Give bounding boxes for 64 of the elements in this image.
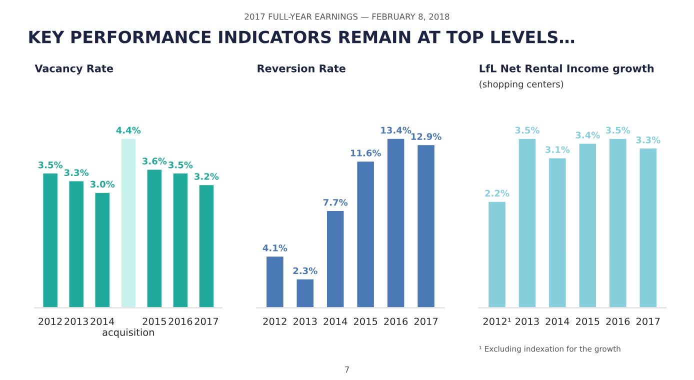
x-tick-label: 2012 <box>263 318 286 326</box>
x-tick-label: 2013 <box>64 318 88 326</box>
bar <box>548 156 568 308</box>
bar <box>578 142 598 308</box>
x-tick-label: acquisition <box>102 328 154 338</box>
bar <box>416 144 436 308</box>
bar <box>517 137 537 308</box>
x-tick-label: 2016 <box>384 318 408 326</box>
data-label: 4.1% <box>262 244 288 252</box>
x-tick-label: 2012 <box>38 318 62 326</box>
data-label: 3.5% <box>38 162 63 168</box>
x-tick-label: 2014 <box>90 318 114 326</box>
data-label: 3.2% <box>194 173 219 180</box>
bar <box>638 147 658 308</box>
data-label: 3.4% <box>576 132 600 138</box>
chart-subtitle: (shopping centers) <box>480 80 564 90</box>
data-label: 13.4% <box>381 126 412 134</box>
chart-title: LfL Net Rental Income growth <box>480 64 654 74</box>
x-tick-label: 2017 <box>414 318 438 326</box>
data-label: 3.3% <box>64 169 89 176</box>
bar <box>265 255 285 308</box>
x-tick-label: 2014 <box>324 318 348 326</box>
x-tick-label: 2016 <box>606 318 630 326</box>
data-label: 11.6% <box>350 150 381 156</box>
bar <box>608 137 628 308</box>
bar <box>487 200 507 308</box>
text: 7 <box>345 366 349 373</box>
x-tick-label: 2014 <box>546 318 570 326</box>
bar <box>94 191 111 308</box>
bar <box>356 160 376 308</box>
data-label: 12.9% <box>411 133 442 140</box>
text: 2017 FULL-YEAR EARNINGS — FEBRUARY 8, 2018 <box>244 13 450 21</box>
text: KEY PERFORMANCE INDICATORS REMAIN AT TOP LEVELS… <box>29 30 574 44</box>
bar <box>42 172 59 308</box>
x-tick-label: 2017 <box>636 318 660 326</box>
bar <box>146 168 163 308</box>
bar <box>120 137 137 308</box>
chart-title: Reversion Rate <box>258 64 346 72</box>
chart-title: Vacancy Rate <box>34 64 114 74</box>
x-tick-label: 2017 <box>194 318 218 326</box>
data-label: 2.2% <box>485 190 510 197</box>
bar <box>198 184 215 308</box>
bar <box>386 137 406 308</box>
data-label: 3.5% <box>168 162 193 168</box>
data-label: 3.5% <box>515 126 540 134</box>
x-tick-label: 2015 <box>354 318 378 326</box>
data-label: 3.6% <box>142 158 167 164</box>
data-label: 3.1% <box>546 146 570 154</box>
bar <box>68 180 85 308</box>
x-tick-label: 2015 <box>576 318 600 326</box>
x-tick-label: 2015 <box>142 318 166 326</box>
data-label: 2.3% <box>293 267 318 274</box>
data-label: 4.4% <box>116 126 141 134</box>
x-tick-label: 2012¹ <box>483 318 511 326</box>
data-label: 3.0% <box>90 180 115 188</box>
bar <box>326 210 346 308</box>
data-label: 3.5% <box>606 126 630 134</box>
x-tick-label: 2013 <box>516 318 539 326</box>
data-label: 7.7% <box>323 198 348 206</box>
bar <box>172 172 189 308</box>
x-tick-label: 2016 <box>168 318 192 326</box>
x-tick-label: 2013 <box>293 318 317 326</box>
bar <box>295 278 315 308</box>
data-label: 3.3% <box>636 136 660 144</box>
